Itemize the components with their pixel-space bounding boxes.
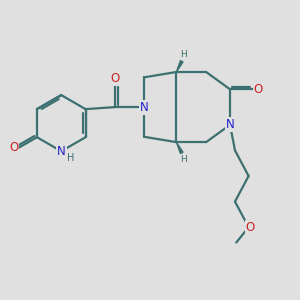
Text: O: O bbox=[254, 83, 263, 96]
Text: O: O bbox=[9, 141, 18, 154]
Text: O: O bbox=[111, 73, 120, 85]
Text: H: H bbox=[67, 153, 74, 163]
Polygon shape bbox=[176, 142, 183, 154]
Text: H: H bbox=[180, 50, 187, 59]
Text: N: N bbox=[140, 100, 148, 114]
Text: N: N bbox=[226, 118, 234, 131]
Polygon shape bbox=[176, 61, 183, 72]
Text: H: H bbox=[180, 155, 187, 164]
Text: N: N bbox=[57, 145, 66, 158]
Text: O: O bbox=[246, 221, 255, 234]
